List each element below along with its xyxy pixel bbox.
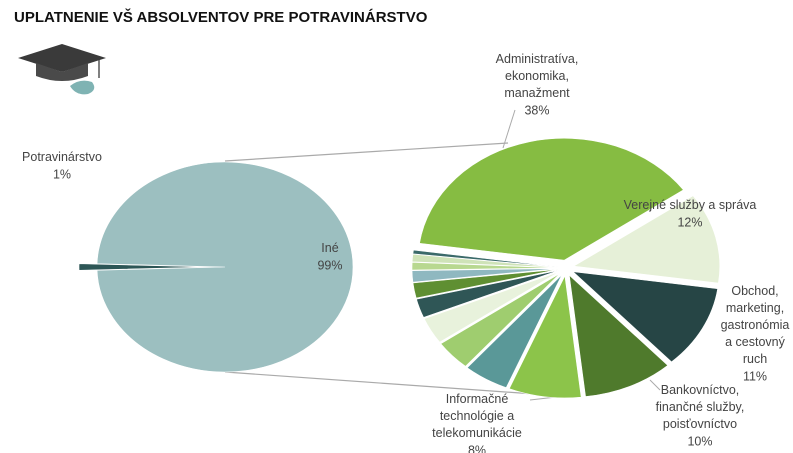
pie-slice (440, 273, 561, 367)
pie-slice (419, 137, 684, 261)
label-line: technológie a (440, 409, 514, 423)
leader-line (502, 109, 516, 149)
slice-label: Bankovníctvo, finančné služby, poisťovníct… (656, 383, 745, 431)
label-line: manažment (504, 86, 570, 100)
label-line: telekomunikácie (432, 426, 522, 440)
pie-slice (568, 274, 669, 397)
leader-line (649, 379, 661, 391)
value-label: 11% (743, 369, 767, 383)
pie-slice (412, 269, 559, 299)
pie-slice (423, 271, 560, 343)
label-line: Iné (321, 241, 338, 255)
pie-slice (78, 263, 208, 271)
pie-slice (412, 249, 559, 268)
slice-label: Potravinárstvo (22, 150, 102, 164)
value-label: 99% (317, 258, 342, 272)
label-line: gastronómia (721, 318, 790, 332)
label-line: ekonomika, (505, 69, 569, 83)
label-line: Potravinárstvo (22, 150, 102, 164)
label-line: Obchod, (731, 284, 778, 298)
label-line: poisťovníctvo (663, 417, 737, 431)
value-label: 8% (468, 443, 486, 453)
slice-label: Iné (321, 241, 338, 255)
value-label: 10% (687, 434, 712, 448)
pie-slice (416, 270, 559, 318)
label-line: a cestovný (725, 335, 786, 349)
value-label: 1% (53, 167, 71, 181)
pie-slice (96, 161, 354, 373)
connector-line (224, 371, 563, 397)
graduation-cap-icon (18, 44, 106, 95)
pie-slice (411, 262, 559, 271)
label-line: Verejné služby a správa (624, 198, 757, 212)
label-line: finančné služby, (656, 400, 745, 414)
value-label: 38% (524, 103, 549, 117)
connector-line (224, 142, 509, 162)
value-label: 12% (677, 215, 702, 229)
slice-label: Verejné služby a správa (624, 198, 757, 212)
label-line: marketing, (726, 301, 784, 315)
label-line: Bankovníctvo, (661, 383, 740, 397)
pie-slice (508, 274, 582, 399)
pie-slice (411, 268, 559, 283)
label-line: Informačné (446, 392, 509, 406)
slice-label: Informačné technológie a telekomunikácie (432, 392, 522, 440)
label-line: Administratíva, (496, 52, 579, 66)
pie-slice (572, 271, 719, 363)
slice-label: Obchod, marketing, gastronómia a cestovný ru… (721, 284, 790, 366)
pie-slice (466, 274, 563, 388)
slice-label: Administratíva, ekonomika, manažment (496, 52, 579, 100)
chart-title: UPLATNENIE VŠ ABSOLVENTOV PRE POTRAVINÁR… (14, 8, 428, 26)
label-line: ruch (743, 352, 767, 366)
pie-slice (411, 253, 559, 268)
pie-slice (572, 195, 721, 284)
